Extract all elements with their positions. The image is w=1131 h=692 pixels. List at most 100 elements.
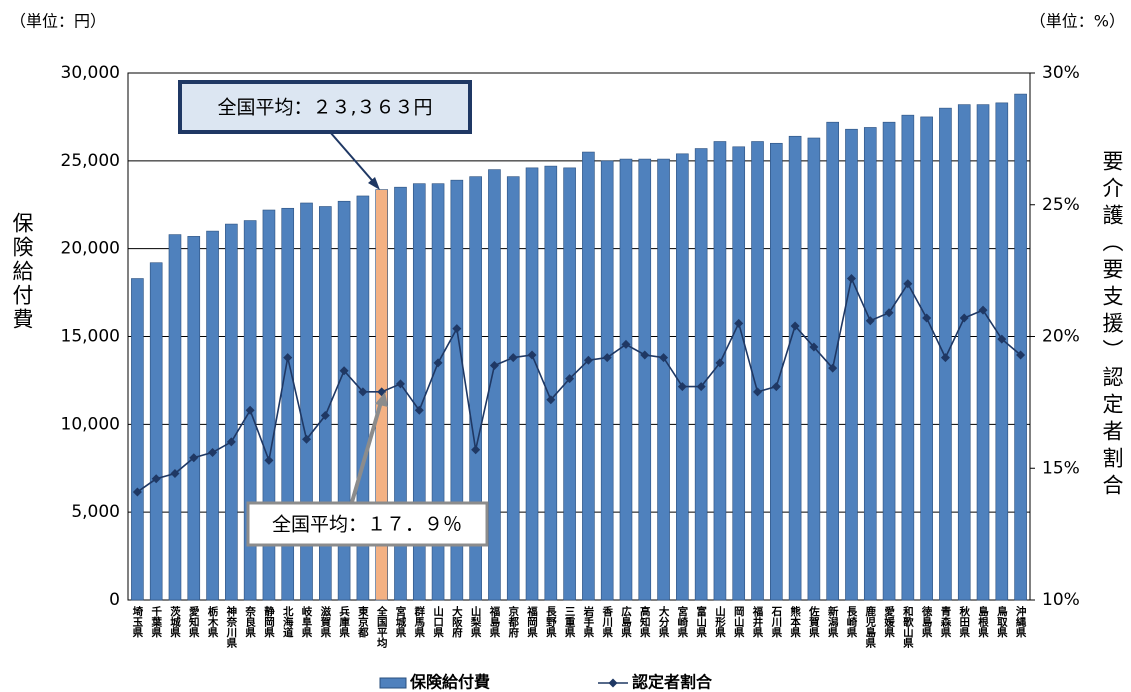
bar: [694, 148, 708, 601]
x-tick-label: 青森県: [939, 605, 951, 638]
line-marker: [602, 353, 612, 363]
bar: [657, 158, 670, 601]
bar: [1014, 93, 1027, 601]
bar: [337, 200, 351, 601]
legend-label: 認定者割合: [632, 673, 713, 692]
line-marker: [433, 358, 443, 368]
line-marker: [846, 274, 856, 284]
bar: [131, 278, 144, 601]
y-tick-label: 15,000: [61, 327, 120, 347]
x-tick-label: 大分県: [658, 605, 670, 638]
x-tick-label: 山口県: [432, 605, 444, 638]
bar: [995, 102, 1009, 601]
line-marker: [753, 387, 763, 397]
bar: [863, 127, 877, 601]
bar: [901, 114, 915, 601]
annotation-arrowhead: [368, 177, 380, 190]
y-tick-label: 20,000: [61, 239, 120, 259]
x-tick-label: 宮崎県: [676, 605, 688, 638]
line-marker: [696, 382, 706, 392]
unit-left: （単位：円）: [10, 12, 106, 31]
line-marker: [677, 382, 687, 392]
bar: [845, 128, 858, 601]
line-marker: [583, 355, 593, 365]
line-marker: [527, 350, 537, 360]
line-marker: [489, 360, 499, 370]
annotation-arrow: [329, 131, 378, 187]
bar: [713, 141, 727, 601]
x-tick-label: 鳥取県: [996, 605, 1008, 638]
annotations: 全国平均：２３,３６３円 全国平均：１７．９％: [178, 80, 489, 547]
x-tick-label: 北海道: [282, 605, 294, 638]
x-tick-label: 秋田県: [958, 605, 970, 638]
x-tick-label: 全国平均: [376, 605, 388, 649]
line-marker: [414, 405, 424, 415]
legend-label: 保険給付費: [409, 673, 490, 692]
line-marker: [659, 353, 669, 363]
bar: [525, 167, 539, 601]
x-tick-label: 長崎県: [845, 606, 857, 638]
plot-frame: [127, 72, 1031, 601]
x-tick-label: 香川県: [601, 605, 613, 638]
bar: [619, 158, 633, 601]
bar: [732, 146, 746, 601]
line-marker: [226, 437, 236, 447]
line-marker: [283, 353, 293, 363]
x-tick-label: 和歌山県: [902, 605, 914, 649]
bar: [431, 183, 445, 601]
x-tick-label: 岐阜県: [301, 605, 313, 638]
y-tick-label: 0: [109, 590, 120, 610]
bar: [807, 137, 821, 601]
x-tick-label: 福岡県: [526, 605, 538, 638]
x-tick-label: 東京都: [357, 605, 369, 638]
y-tick-label: 25,000: [61, 151, 120, 171]
line-marker: [884, 308, 894, 318]
line-marker: [565, 374, 575, 384]
x-tick-label: 鹿児島県: [864, 605, 876, 649]
y2-tick-label: 10%: [1042, 590, 1080, 610]
bar: [957, 104, 971, 601]
line-marker: [546, 395, 556, 405]
line-marker: [771, 382, 781, 392]
x-tick-label: 兵庫県: [338, 605, 350, 638]
bar: [412, 183, 426, 601]
annotation-arrow: [350, 401, 383, 503]
bar: [225, 223, 238, 601]
y2-tick-label: 30%: [1042, 63, 1080, 83]
bar: [488, 169, 501, 601]
annotation-box: [178, 80, 472, 134]
x-tick-label: 熊本県: [789, 605, 801, 638]
bar: [882, 121, 896, 601]
x-tick-label: 愛媛県: [883, 605, 895, 638]
x-tick-label: 石川県: [770, 606, 782, 638]
bar: [187, 236, 201, 601]
bar: [356, 195, 370, 601]
bar: [920, 116, 933, 601]
bar: [506, 176, 520, 601]
bar: [469, 176, 482, 601]
x-tick-label: 広島県: [620, 605, 632, 638]
line-marker: [358, 387, 368, 397]
annotation-box: [246, 501, 489, 547]
y-tick-label: 5,000: [71, 502, 120, 522]
line-marker: [395, 379, 405, 389]
bar: [751, 141, 764, 601]
x-tick-label: 佐賀県: [808, 605, 820, 638]
annotation-arrowhead: [375, 392, 388, 407]
x-tick-label: 福島県: [488, 605, 500, 638]
legend-swatch: [379, 677, 407, 689]
line-marker: [508, 353, 518, 363]
line-marker: [471, 445, 481, 455]
line-marker: [208, 447, 218, 457]
x-tick-label: 富山県: [695, 605, 707, 638]
line-marker: [189, 453, 199, 463]
legend-swatch: [608, 678, 618, 688]
x-tick-label: 埼玉県: [131, 605, 143, 638]
x-tick-label: 京都府: [507, 605, 519, 638]
x-tick-label: 滋賀県: [319, 605, 331, 638]
bar: [206, 230, 219, 601]
line-marker: [320, 411, 330, 421]
x-tick-label: 群馬県: [413, 605, 425, 638]
line-marker: [264, 455, 274, 465]
